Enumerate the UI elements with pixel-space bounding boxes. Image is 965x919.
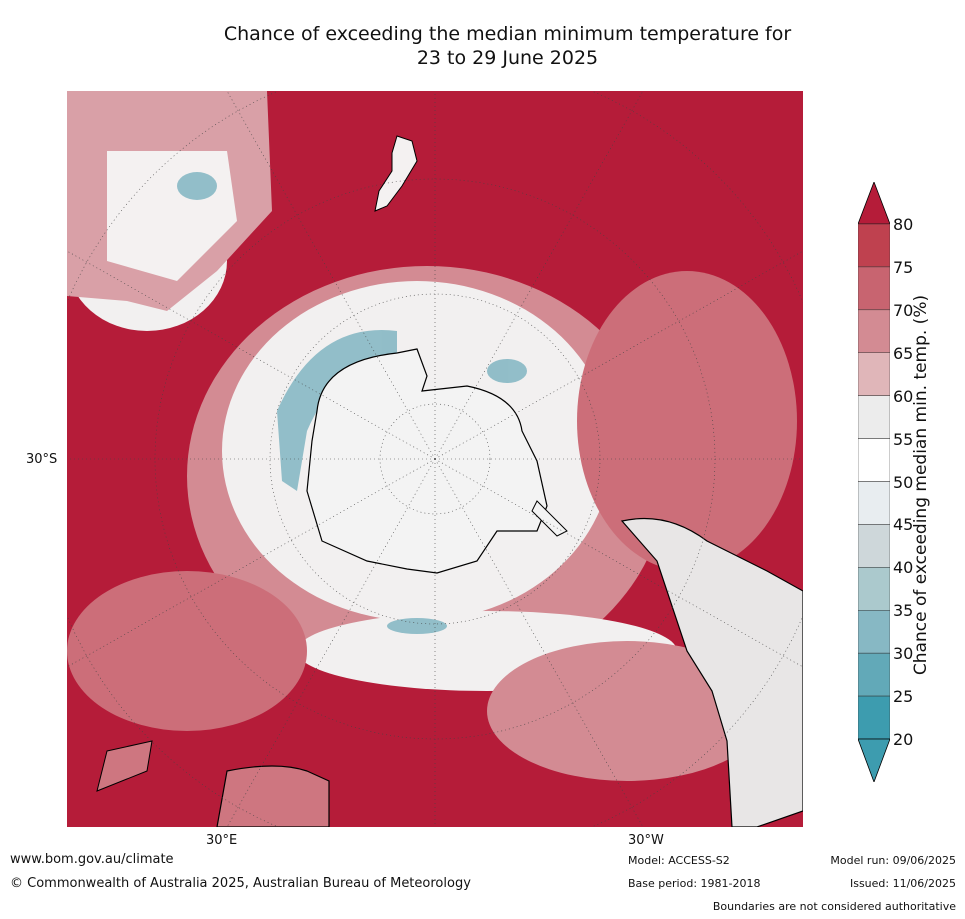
- probability-map: [67, 91, 803, 827]
- colorbar-band: [858, 610, 890, 654]
- colorbar-tick-label: 80: [893, 215, 914, 234]
- colorbar-band: [858, 266, 890, 311]
- colorbar-tick-label: 20: [893, 730, 914, 749]
- colorbar-tick-label: 25: [893, 687, 914, 707]
- colorbar-tick-label: 50: [893, 472, 914, 492]
- issued-text: Issued: 11/06/2025: [849, 877, 956, 890]
- colorbar: [858, 182, 890, 782]
- madagascar-outline: [96, 740, 153, 792]
- colorbar-band: [858, 352, 890, 396]
- colorbar-tick-label: 65: [893, 343, 914, 363]
- title-line-1: Chance of exceeding the median minimum t…: [223, 23, 792, 45]
- colorbar-band: [858, 309, 890, 354]
- lat-label-30s: 30°S: [26, 452, 58, 467]
- disclaimer-text: Boundaries are not considered authoritat…: [712, 900, 956, 913]
- south-america-outline: [620, 517, 803, 827]
- model-run-text: Model run: 09/06/2025: [830, 854, 956, 867]
- cool-band: [177, 172, 527, 634]
- atlantic-patch: [577, 271, 797, 571]
- south-atlantic-patch: [487, 641, 767, 781]
- colorbar-tick-label: 35: [893, 601, 914, 621]
- model-text: Model: ACCESS-S2: [628, 854, 730, 867]
- colorbar-tick-label: 30: [893, 644, 914, 664]
- title-line-2: 23 to 29 June 2025: [416, 47, 599, 69]
- colorbar-tick-label: 60: [893, 386, 914, 406]
- africa-outline: [216, 765, 330, 827]
- colorbar-band: [858, 223, 890, 268]
- colorbar-band: [858, 395, 890, 439]
- colorbar-extend-bottom: [858, 738, 890, 782]
- colorbar-tick-label: 75: [893, 257, 914, 277]
- colorbar-band: [858, 481, 890, 525]
- indian-ocean-patch: [67, 571, 307, 731]
- colorbar-label: Chance of exceeding median min. temp. (%…: [911, 294, 931, 676]
- lon-label-30w: 30°W: [628, 833, 664, 848]
- colorbar-extend-top: [858, 182, 890, 225]
- base-period-text: Base period: 1981-2018: [628, 877, 761, 890]
- antarctic-peninsula: [531, 500, 568, 537]
- colorbar-tick-label: 40: [893, 558, 914, 578]
- colorbar-band: [858, 567, 890, 611]
- colorbar-band: [858, 438, 890, 482]
- map-title: Chance of exceeding the median minimum t…: [170, 22, 845, 70]
- colorbar-tick-label: 70: [893, 300, 914, 320]
- copyright-text: © Commonwealth of Australia 2025, Austra…: [10, 876, 471, 891]
- colorbar-tick-label: 45: [893, 515, 914, 535]
- colorbar-tick-label: 55: [893, 429, 914, 449]
- antarctica-outline: [306, 348, 548, 574]
- website-link[interactable]: www.bom.gov.au/climate: [10, 852, 174, 867]
- new-zealand-outline: [374, 135, 418, 212]
- colorbar-band: [858, 652, 890, 697]
- lon-label-30e: 30°E: [206, 833, 238, 848]
- graticule: [67, 91, 803, 827]
- colorbar-band: [858, 524, 890, 568]
- colorbar-band: [858, 695, 890, 740]
